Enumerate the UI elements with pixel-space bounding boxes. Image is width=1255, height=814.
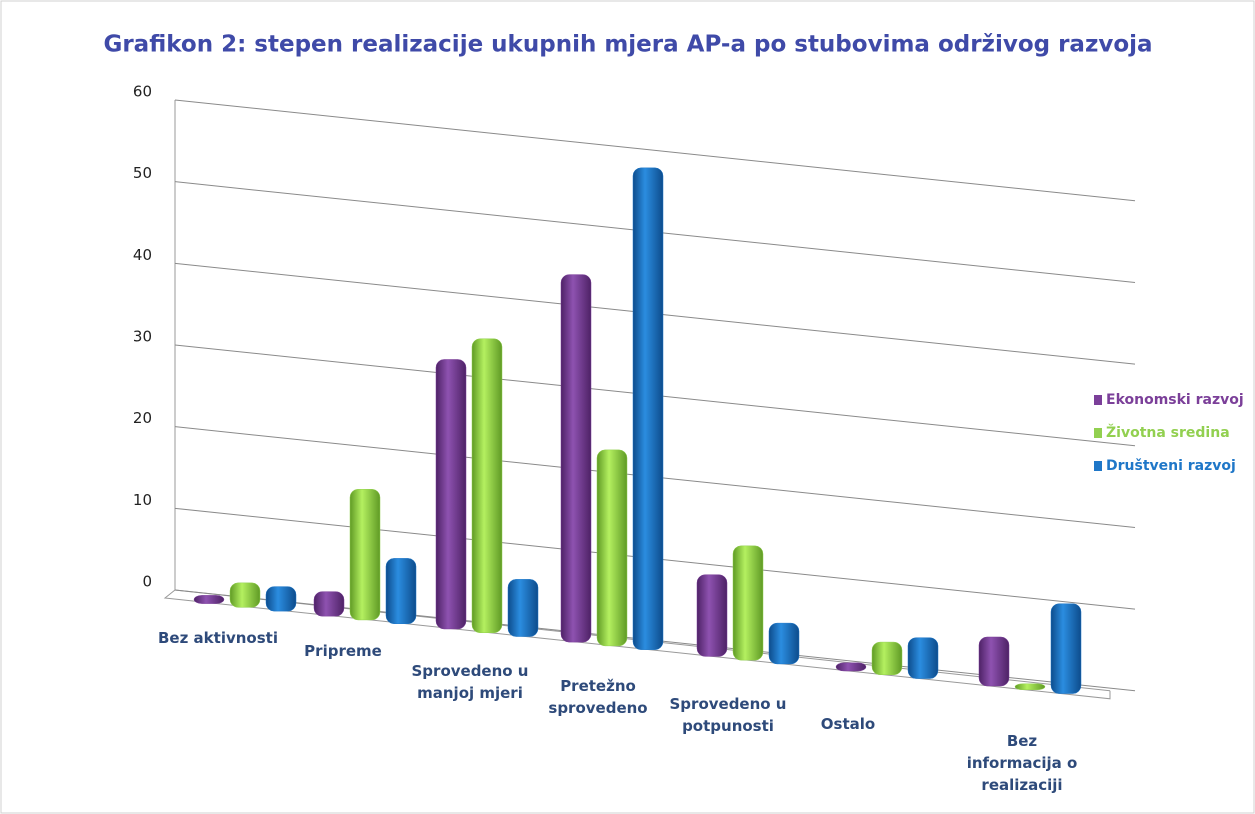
legend-swatch <box>1094 395 1102 405</box>
y-tick-label: 50 <box>133 164 152 182</box>
bar <box>471 338 503 634</box>
y-tick-label: 30 <box>133 328 152 346</box>
bar <box>349 489 381 621</box>
bar <box>265 586 297 612</box>
y-tick-label: 0 <box>142 573 152 591</box>
grid-line <box>174 99 1136 202</box>
x-tick-label: Ostalo <box>820 715 876 733</box>
x-tick-label: Pripreme <box>304 642 382 660</box>
bar <box>696 574 728 657</box>
bar <box>385 558 417 624</box>
bar <box>507 579 539 637</box>
chart-title: Grafikon 2: stepen realizacije ukupnih m… <box>103 32 1152 58</box>
bar <box>193 595 225 604</box>
x-tick-label: Pretežno sprovedeno <box>548 677 648 717</box>
y-tick-label: 60 <box>133 83 152 101</box>
x-tick-label: Sprovedeno u potpunosti <box>669 695 787 735</box>
bar <box>978 636 1010 687</box>
x-tick-label: Bez informacija o realizaciji <box>966 732 1078 794</box>
bar <box>732 545 764 661</box>
bar <box>435 359 467 630</box>
y-tick-label: 10 <box>133 491 152 509</box>
bar <box>768 622 800 665</box>
legend-label: Društveni razvoj <box>1106 458 1236 474</box>
bar <box>907 637 939 679</box>
bar <box>596 449 628 647</box>
legend-label: Ekonomski razvoj <box>1106 392 1244 408</box>
legend-swatch <box>1094 428 1102 438</box>
bar <box>835 662 867 672</box>
x-tick-label: Bez aktivnosti <box>158 629 278 647</box>
bar <box>632 167 664 650</box>
x-tick-label: Sprovedeno u manjoj mjeri <box>411 662 529 702</box>
legend-swatch <box>1094 461 1102 471</box>
bar <box>313 591 345 617</box>
bar <box>560 274 592 643</box>
y-tick-label: 20 <box>133 409 152 427</box>
legend-label: Životna sredina <box>1106 424 1230 441</box>
bar <box>871 641 903 676</box>
bar <box>229 582 261 608</box>
y-tick-label: 40 <box>133 246 152 264</box>
bar <box>1050 603 1082 694</box>
bar <box>1014 683 1046 691</box>
